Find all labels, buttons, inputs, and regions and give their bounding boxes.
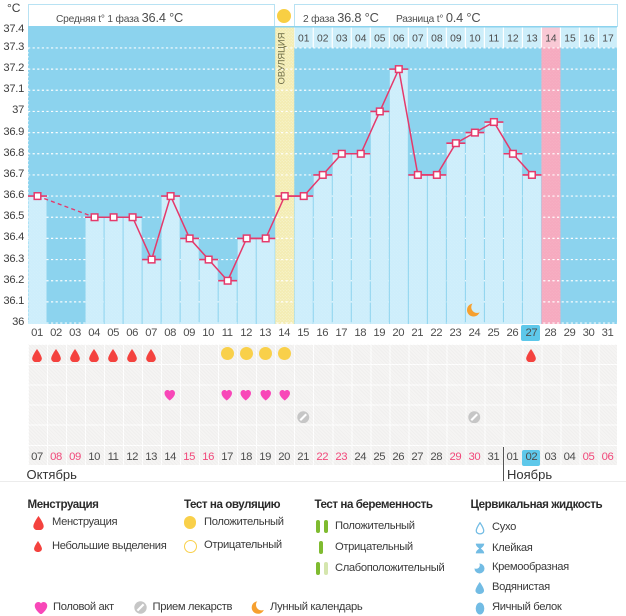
svg-text:14: 14 <box>545 34 557 45</box>
svg-text:16: 16 <box>583 34 595 45</box>
svg-text:17: 17 <box>602 34 614 45</box>
svg-text:05: 05 <box>374 34 386 45</box>
svg-text:11: 11 <box>488 34 499 45</box>
svg-text:04: 04 <box>355 34 367 45</box>
svg-text:07: 07 <box>412 34 424 45</box>
svg-text:06: 06 <box>393 34 405 45</box>
svg-text:ОВУЛЯЦИЯ: ОВУЛЯЦИЯ <box>276 33 286 85</box>
svg-text:09: 09 <box>450 34 462 45</box>
svg-text:12: 12 <box>507 34 519 45</box>
svg-text:15: 15 <box>564 34 576 45</box>
svg-text:08: 08 <box>431 34 443 45</box>
svg-text:13: 13 <box>526 34 538 45</box>
svg-text:02: 02 <box>317 34 329 45</box>
svg-text:01: 01 <box>297 34 309 45</box>
svg-text:03: 03 <box>336 34 348 45</box>
svg-text:10: 10 <box>469 34 481 45</box>
